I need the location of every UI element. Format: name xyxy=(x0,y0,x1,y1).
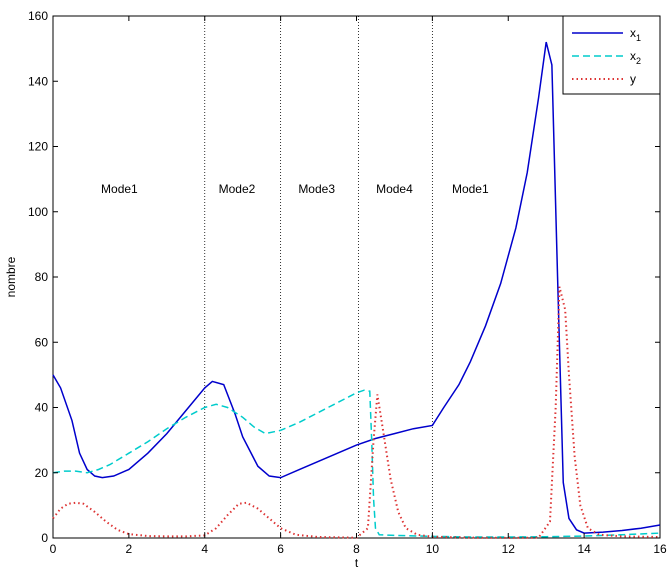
legend-label-3: y xyxy=(630,72,636,86)
series-line-3 xyxy=(52,286,661,539)
x-tick-label: 2 xyxy=(126,542,133,556)
mode-labels: Mode1 Mode2 Mode3 Mode4 Mode1 xyxy=(101,182,489,196)
x-axis-label: t xyxy=(355,556,359,570)
legend-label-1: x1 xyxy=(630,26,641,43)
x-tick-label: 10 xyxy=(426,542,440,556)
plot-frame xyxy=(52,15,661,539)
y-tick-label: 20 xyxy=(35,466,49,480)
legend-label-subscript: 1 xyxy=(636,33,641,43)
x-tick-label: 8 xyxy=(353,542,360,556)
x-tick-label: 12 xyxy=(502,542,516,556)
legend-box xyxy=(562,15,661,95)
x-tick-label: 0 xyxy=(50,542,57,556)
x-tick-label: 14 xyxy=(577,542,591,556)
x-tick-label: 6 xyxy=(277,542,284,556)
mode-label: Mode2 xyxy=(219,182,256,196)
series-line-2 xyxy=(52,389,661,538)
legend-label-2: x2 xyxy=(630,49,641,66)
y-tick-label: 120 xyxy=(28,140,48,154)
y-tick-label: 40 xyxy=(35,401,49,415)
mode-label: Mode3 xyxy=(298,182,335,196)
y-tick-label: 60 xyxy=(35,335,49,349)
series-layer xyxy=(52,41,661,539)
mode-label: Mode1 xyxy=(452,182,489,196)
y-tick-label: 160 xyxy=(28,9,48,23)
y-tick-label: 100 xyxy=(28,205,48,219)
series-line-1 xyxy=(52,41,661,534)
mode-label: Mode4 xyxy=(376,182,413,196)
legend: x1 x2 y xyxy=(562,15,661,95)
x-tick-label: 16 xyxy=(653,542,667,556)
y-tick-label: 80 xyxy=(35,270,49,284)
mode-label: Mode1 xyxy=(101,182,138,196)
x-tick-label: 4 xyxy=(201,542,208,556)
y-axis-label: nombre xyxy=(4,256,18,297)
legend-label-subscript: 2 xyxy=(636,56,641,66)
y-tick-label: 140 xyxy=(28,74,48,88)
mode-lines xyxy=(204,16,433,538)
y-tick-label: 0 xyxy=(41,531,48,545)
plot-area xyxy=(52,15,661,539)
